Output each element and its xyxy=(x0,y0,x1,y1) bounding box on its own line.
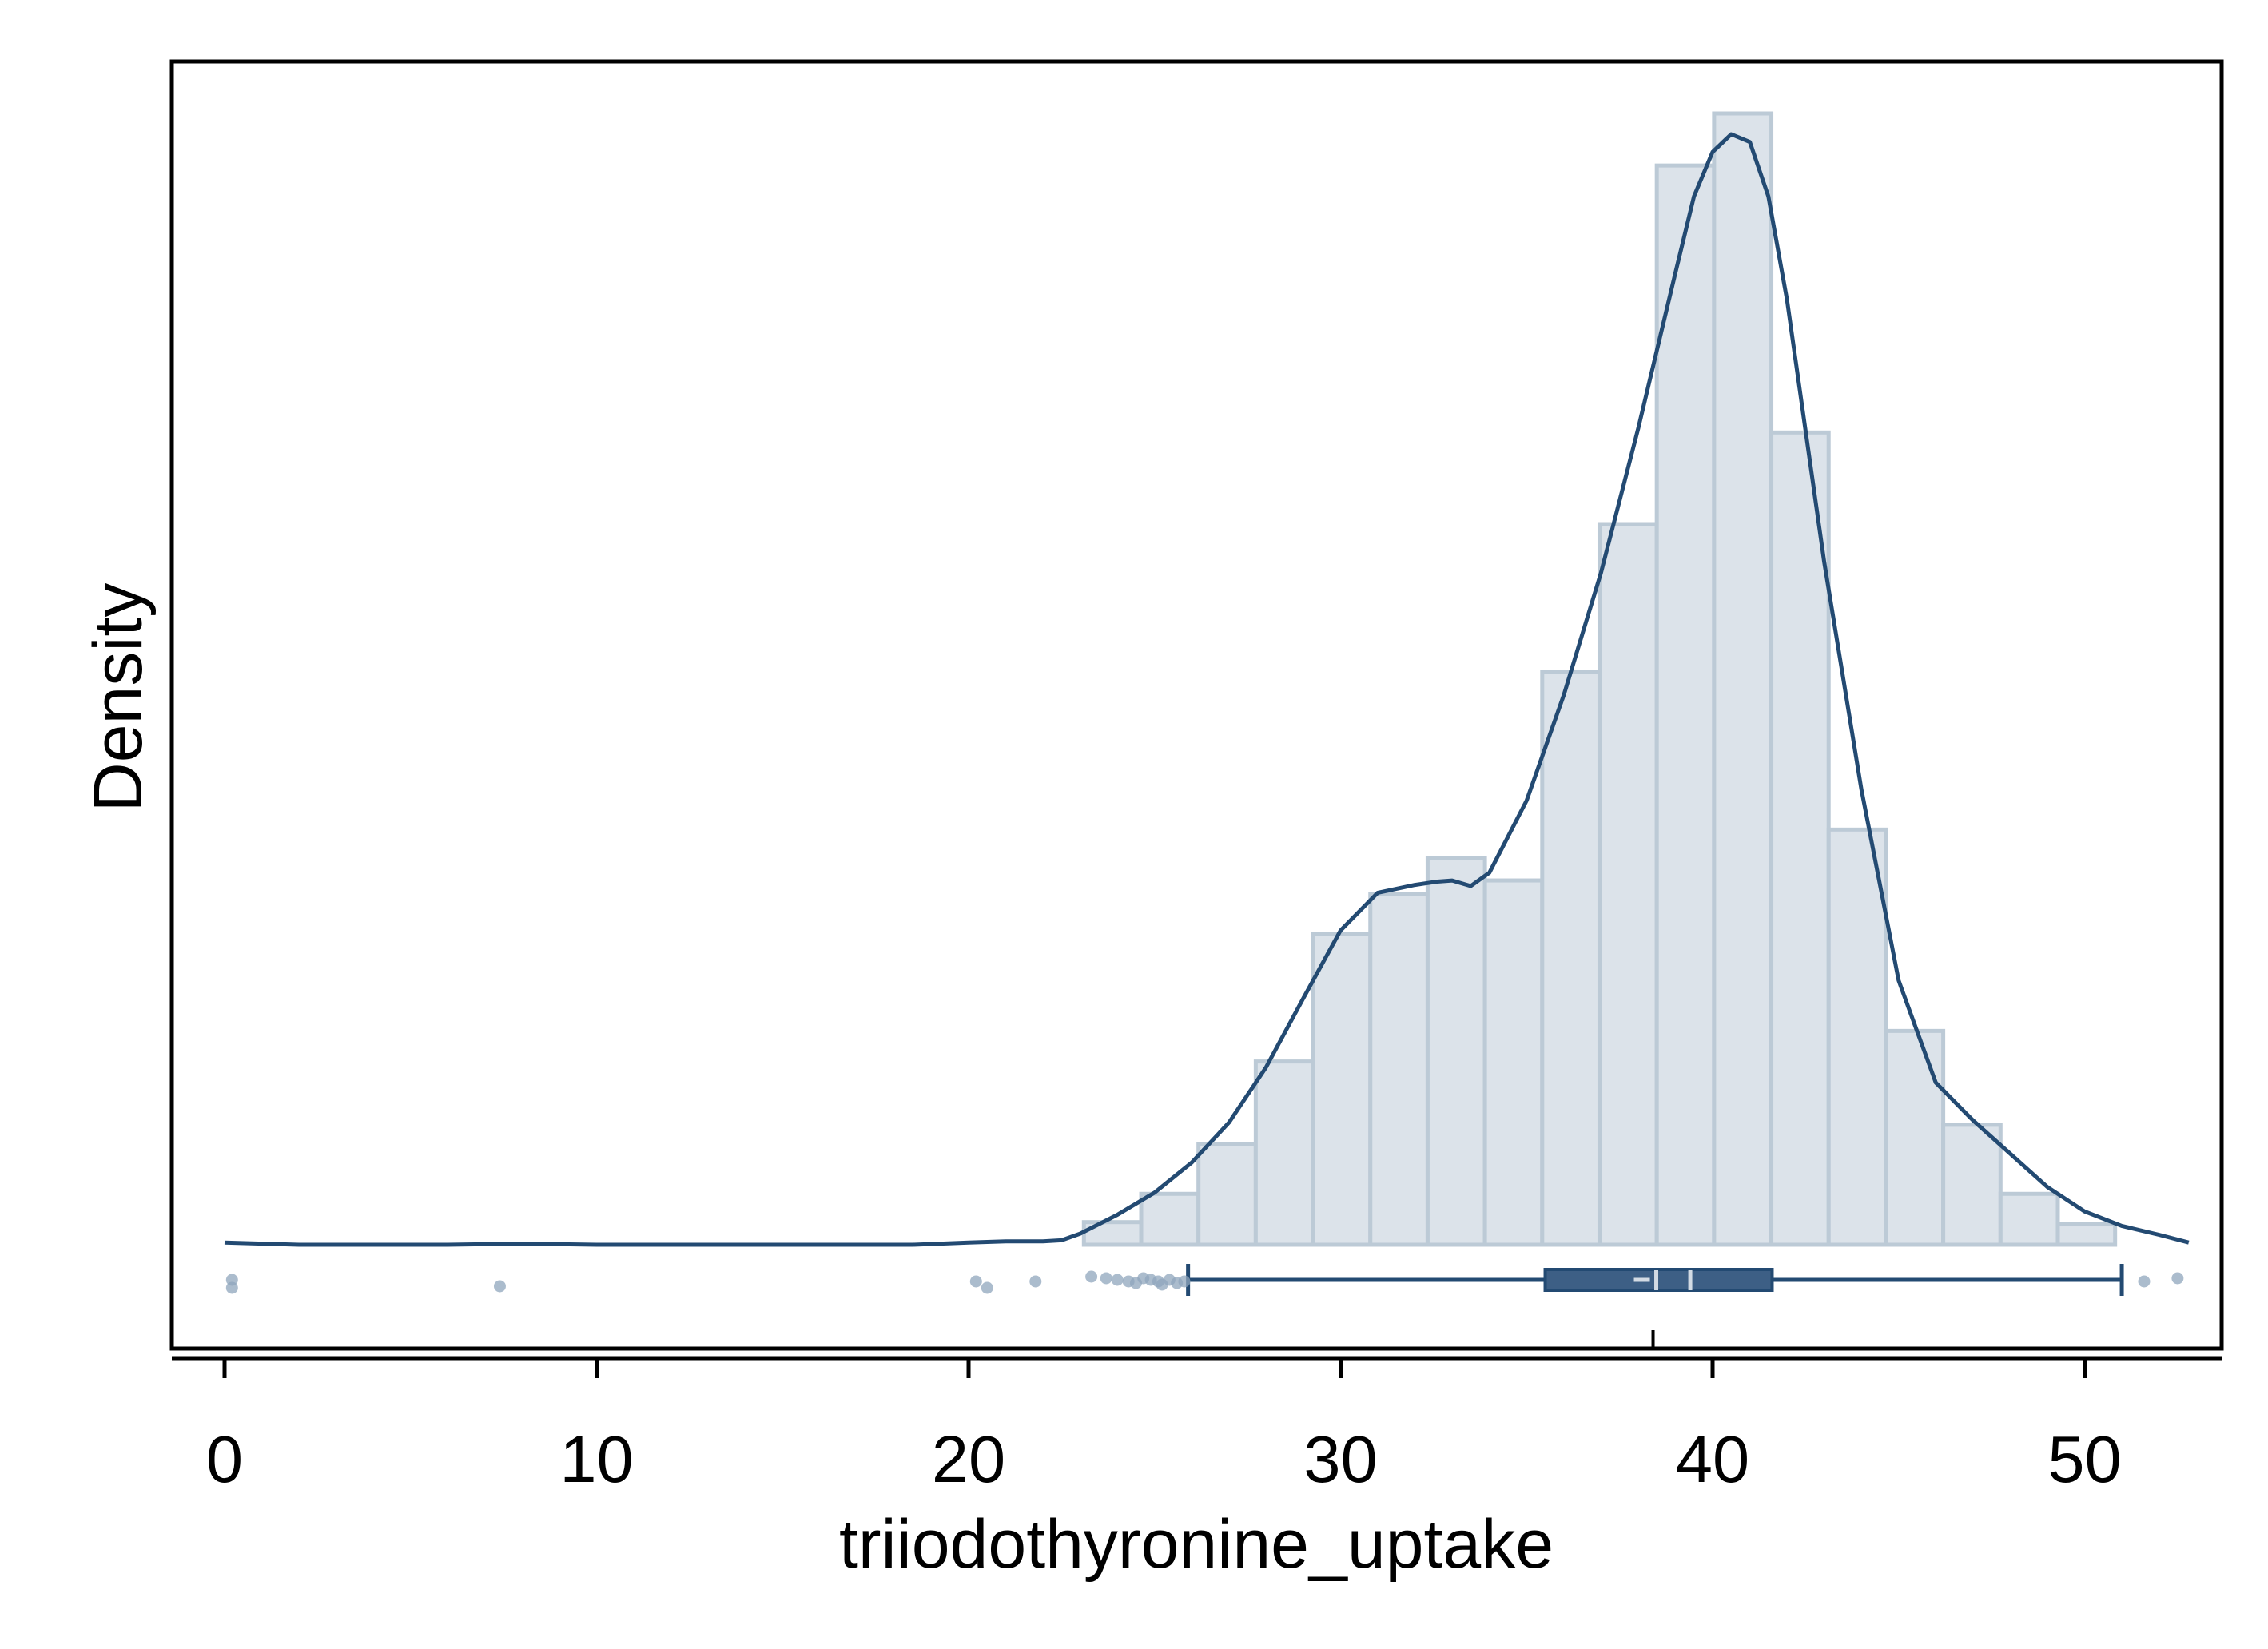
outlier-point xyxy=(1178,1275,1191,1288)
y-axis-title: Density xyxy=(80,583,157,813)
interquartile-box xyxy=(1543,1268,1774,1292)
histogram-bar xyxy=(1654,163,1717,1247)
outlier-point xyxy=(2138,1275,2151,1288)
x-axis: 0 10 20 30 40 50 xyxy=(172,1356,2222,1496)
outlier-point xyxy=(1100,1272,1112,1285)
histogram-bar xyxy=(1368,892,1430,1247)
histogram-bar xyxy=(2055,1222,2118,1247)
histogram-bar xyxy=(1253,1059,1315,1247)
x-tick-label: 20 xyxy=(932,1422,1005,1496)
x-tick-label: 30 xyxy=(1303,1422,1377,1496)
histogram-bar xyxy=(1540,670,1602,1247)
histogram-bar xyxy=(1941,1123,2003,1247)
histogram-bar xyxy=(1998,1191,2060,1247)
outlier-point xyxy=(1111,1274,1124,1286)
outlier-point xyxy=(2171,1272,2184,1285)
histogram-bar xyxy=(1139,1191,1201,1247)
x-axis-title: triiodothyronine_uptake xyxy=(839,1506,1554,1583)
histogram-bar xyxy=(1826,827,1888,1247)
density-curve xyxy=(224,132,2190,1247)
plot-area-frame xyxy=(169,59,2224,1351)
histogram-bar xyxy=(1482,878,1545,1247)
outlier-point xyxy=(493,1280,506,1293)
histogram-bars xyxy=(1081,111,2118,1247)
histogram-bar xyxy=(1712,111,1774,1247)
histogram-bar xyxy=(1597,522,1659,1247)
outlier-point xyxy=(981,1281,993,1294)
x-tick-label: 40 xyxy=(1676,1422,1749,1496)
x-tick-label: 0 xyxy=(206,1422,243,1496)
outlier-points xyxy=(225,1270,2184,1294)
histogram-bar xyxy=(1884,1028,1946,1247)
x-tick-label: 50 xyxy=(2047,1422,2121,1496)
boxplot xyxy=(1186,1264,2124,1349)
outlier-point xyxy=(969,1275,982,1288)
histogram-bar xyxy=(1769,430,1831,1247)
histogram-bar xyxy=(1196,1142,1258,1247)
x-tick-label: 10 xyxy=(559,1422,633,1496)
histogram-bar xyxy=(1425,856,1487,1247)
outlier-point xyxy=(1029,1275,1042,1288)
outlier-point xyxy=(1085,1270,1098,1283)
outlier-point xyxy=(225,1281,238,1294)
histogram-bar xyxy=(1311,932,1373,1247)
